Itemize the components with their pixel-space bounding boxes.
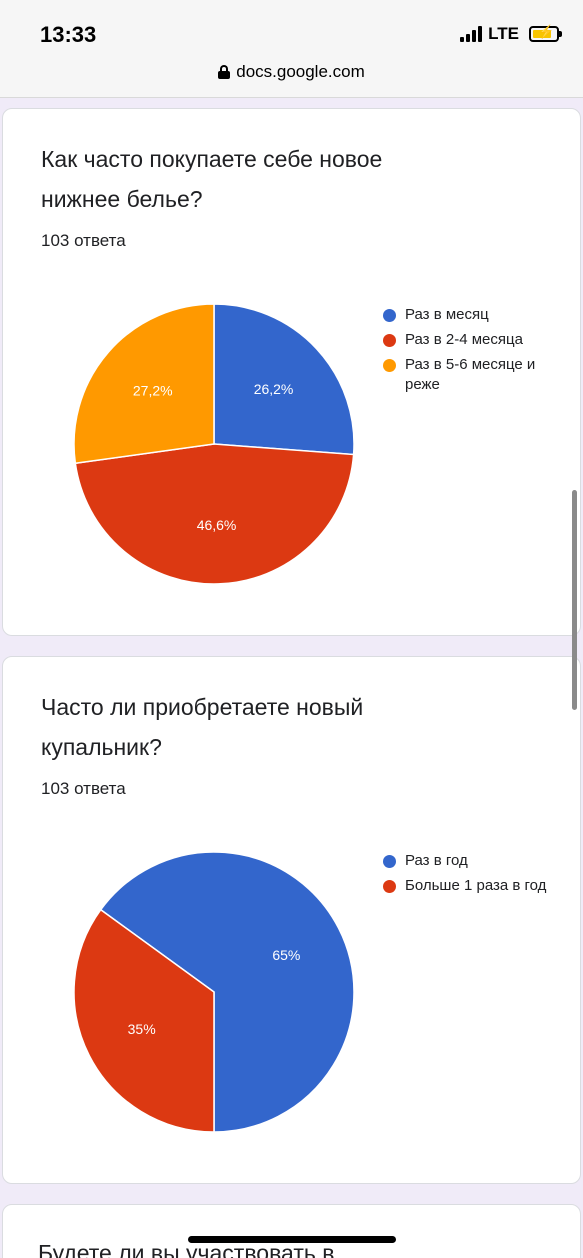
pie-slice [213,303,355,456]
status-time: 13:33 [40,22,97,47]
pie-chart-2: 65% 35% [73,851,355,1133]
legend-label: Раз в месяц [405,306,489,323]
response-count: 103 ответа [41,779,126,798]
question-title: Будете ли вы участвовать в [38,1240,335,1258]
legend-label: Раз в год [405,852,468,869]
legend-label: Раз в 2-4 месяца [405,331,523,348]
pie-slice [74,443,355,585]
question-card-3 [2,1204,581,1258]
question-title: Часто ли приобретаете новый купальник? [41,694,364,760]
legend-label: Больше 1 раза в год [405,877,547,894]
status-bar: 13:33 LTE ⚡ docs.google.com [0,0,583,98]
response-count: 103 ответа [41,231,126,250]
legend-swatch [383,359,396,372]
legend-item: Раз в месяц [383,305,553,325]
pie-slice [73,303,215,465]
chart-legend: Раз в месяц Раз в 2-4 месяца Раз в 5-6 мес… [383,305,553,400]
slice-label: 27,2% [133,383,173,399]
legend-swatch [383,334,396,347]
pie-chart-1: 26,2% 46,6% 27,2% [73,303,355,585]
legend-item: Раз в 2-4 месяца [383,330,553,350]
network-type: LTE [488,24,519,43]
signal-bars-icon [460,26,483,42]
battery-charging-icon: ⚡ [529,25,562,42]
legend-swatch [383,309,396,322]
legend-item: Раз в 5-6 месяце и реже [383,355,553,395]
scrollbar[interactable] [572,490,577,710]
legend-label: Раз в 5-6 месяце и реже [405,356,536,393]
question-card-1: Как часто покупаете себе новое нижнее бе… [2,108,581,636]
slice-label: 35% [128,1021,156,1037]
slice-label: 26,2% [254,381,294,397]
pie-slice [99,851,355,1133]
slice-label: 65% [272,947,300,963]
question-title: Как часто покупаете себе новое нижнее бе… [41,146,383,212]
question-card-2: Часто ли приобретаете новый купальник? 1… [2,656,581,1184]
chart-legend: Раз в год Больше 1 раза в год [383,851,553,901]
legend-swatch [383,855,396,868]
legend-item: Раз в год [383,851,553,871]
address-bar[interactable]: docs.google.com [0,62,583,82]
home-indicator[interactable] [188,1236,396,1243]
pie-slice [73,908,215,1133]
slice-label: 46,6% [197,517,237,533]
url-text: docs.google.com [236,62,365,81]
status-indicators: LTE ⚡ [460,24,562,44]
lock-icon [218,65,231,79]
legend-item: Больше 1 раза в год [383,876,553,896]
legend-swatch [383,880,396,893]
